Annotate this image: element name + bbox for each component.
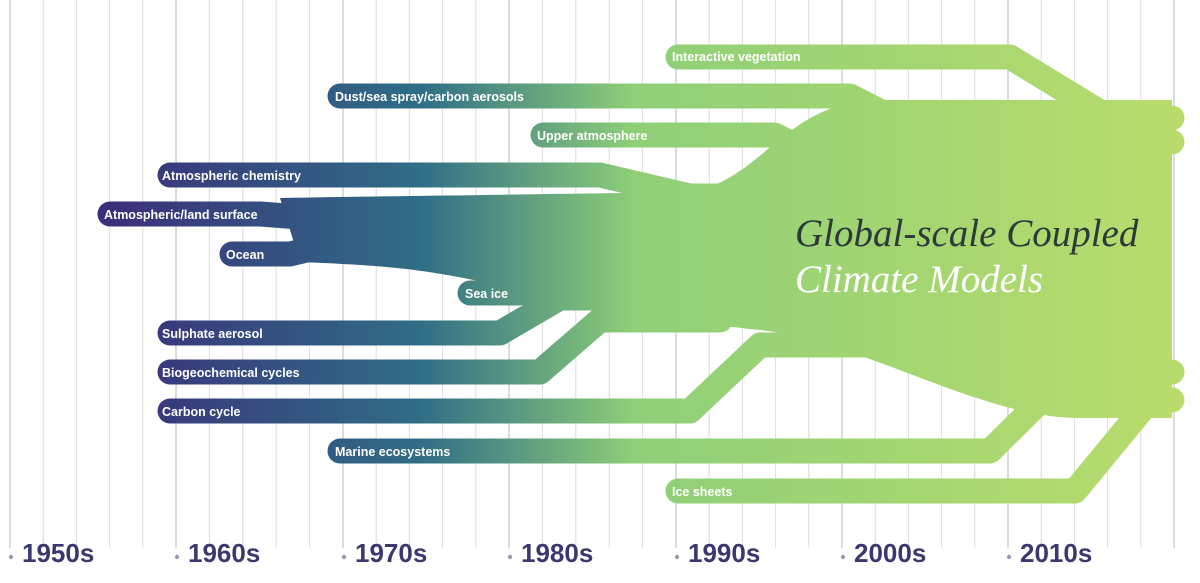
label-ice-sheets: Ice sheets [672,485,733,499]
decade-tick [8,554,14,560]
label-sea-ice: Sea ice [465,287,508,301]
branch-marine-ecosystems [327,359,1185,464]
label-interactive-vegetation: Interactive vegetation [672,50,801,64]
title-line-1: Global-scale Coupled [795,212,1139,255]
decade-label-1990s: 1990s [688,538,760,568]
label-atmospheric-chemistry: Atmospheric chemistry [162,169,301,183]
label-biogeochemical-cycles: Biogeochemical cycles [162,366,300,380]
branch-atmospheric-land-surface [97,201,493,233]
branch-sea-ice [457,253,653,306]
label-carbon-cycle: Carbon cycle [162,405,241,419]
branch-carbon-cycle [157,332,893,424]
decade-tick [1006,554,1012,560]
label-dust-aerosols: Dust/sea spray/carbon aerosols [335,90,524,104]
branch-biogeochemical-cycles [157,307,733,385]
decade-label-1950s: 1950s [22,538,94,568]
branch-ocean [219,229,493,267]
branch-ice-sheets [665,387,1185,504]
component-branches [97,44,1185,504]
decade-tick [840,554,846,560]
branch-upper-atmosphere [530,122,1013,185]
branch-dust-aerosols [327,83,1185,155]
decade-label-2000s: 2000s [854,538,926,568]
decade-label-1980s: 1980s [521,538,593,568]
label-marine-ecosystems: Marine ecosystems [335,445,450,459]
decade-label-2010s: 2010s [1020,538,1092,568]
decade-tick [507,554,513,560]
branch-interactive-vegetation [665,44,1185,131]
label-upper-atmosphere: Upper atmosphere [537,129,647,143]
decade-axis: 1950s 1960s 1970s 1980s 1990s 2000s 2010s [8,538,1092,568]
component-labels: Interactive vegetation Dust/sea spray/car… [104,50,801,499]
branch-sulphate-aerosol [157,285,693,346]
decade-label-1970s: 1970s [355,538,427,568]
label-ocean: Ocean [226,248,264,262]
label-atmospheric-land-surface: Atmospheric/land surface [104,208,258,222]
title-line-2: Climate Models [795,258,1043,301]
decade-label-1960s: 1960s [188,538,260,568]
branch-atmospheric-chemistry [157,162,833,209]
decade-tick [174,554,180,560]
decade-tick [674,554,680,560]
decade-tick [341,554,347,560]
label-sulphate-aerosol: Sulphate aerosol [162,327,263,341]
